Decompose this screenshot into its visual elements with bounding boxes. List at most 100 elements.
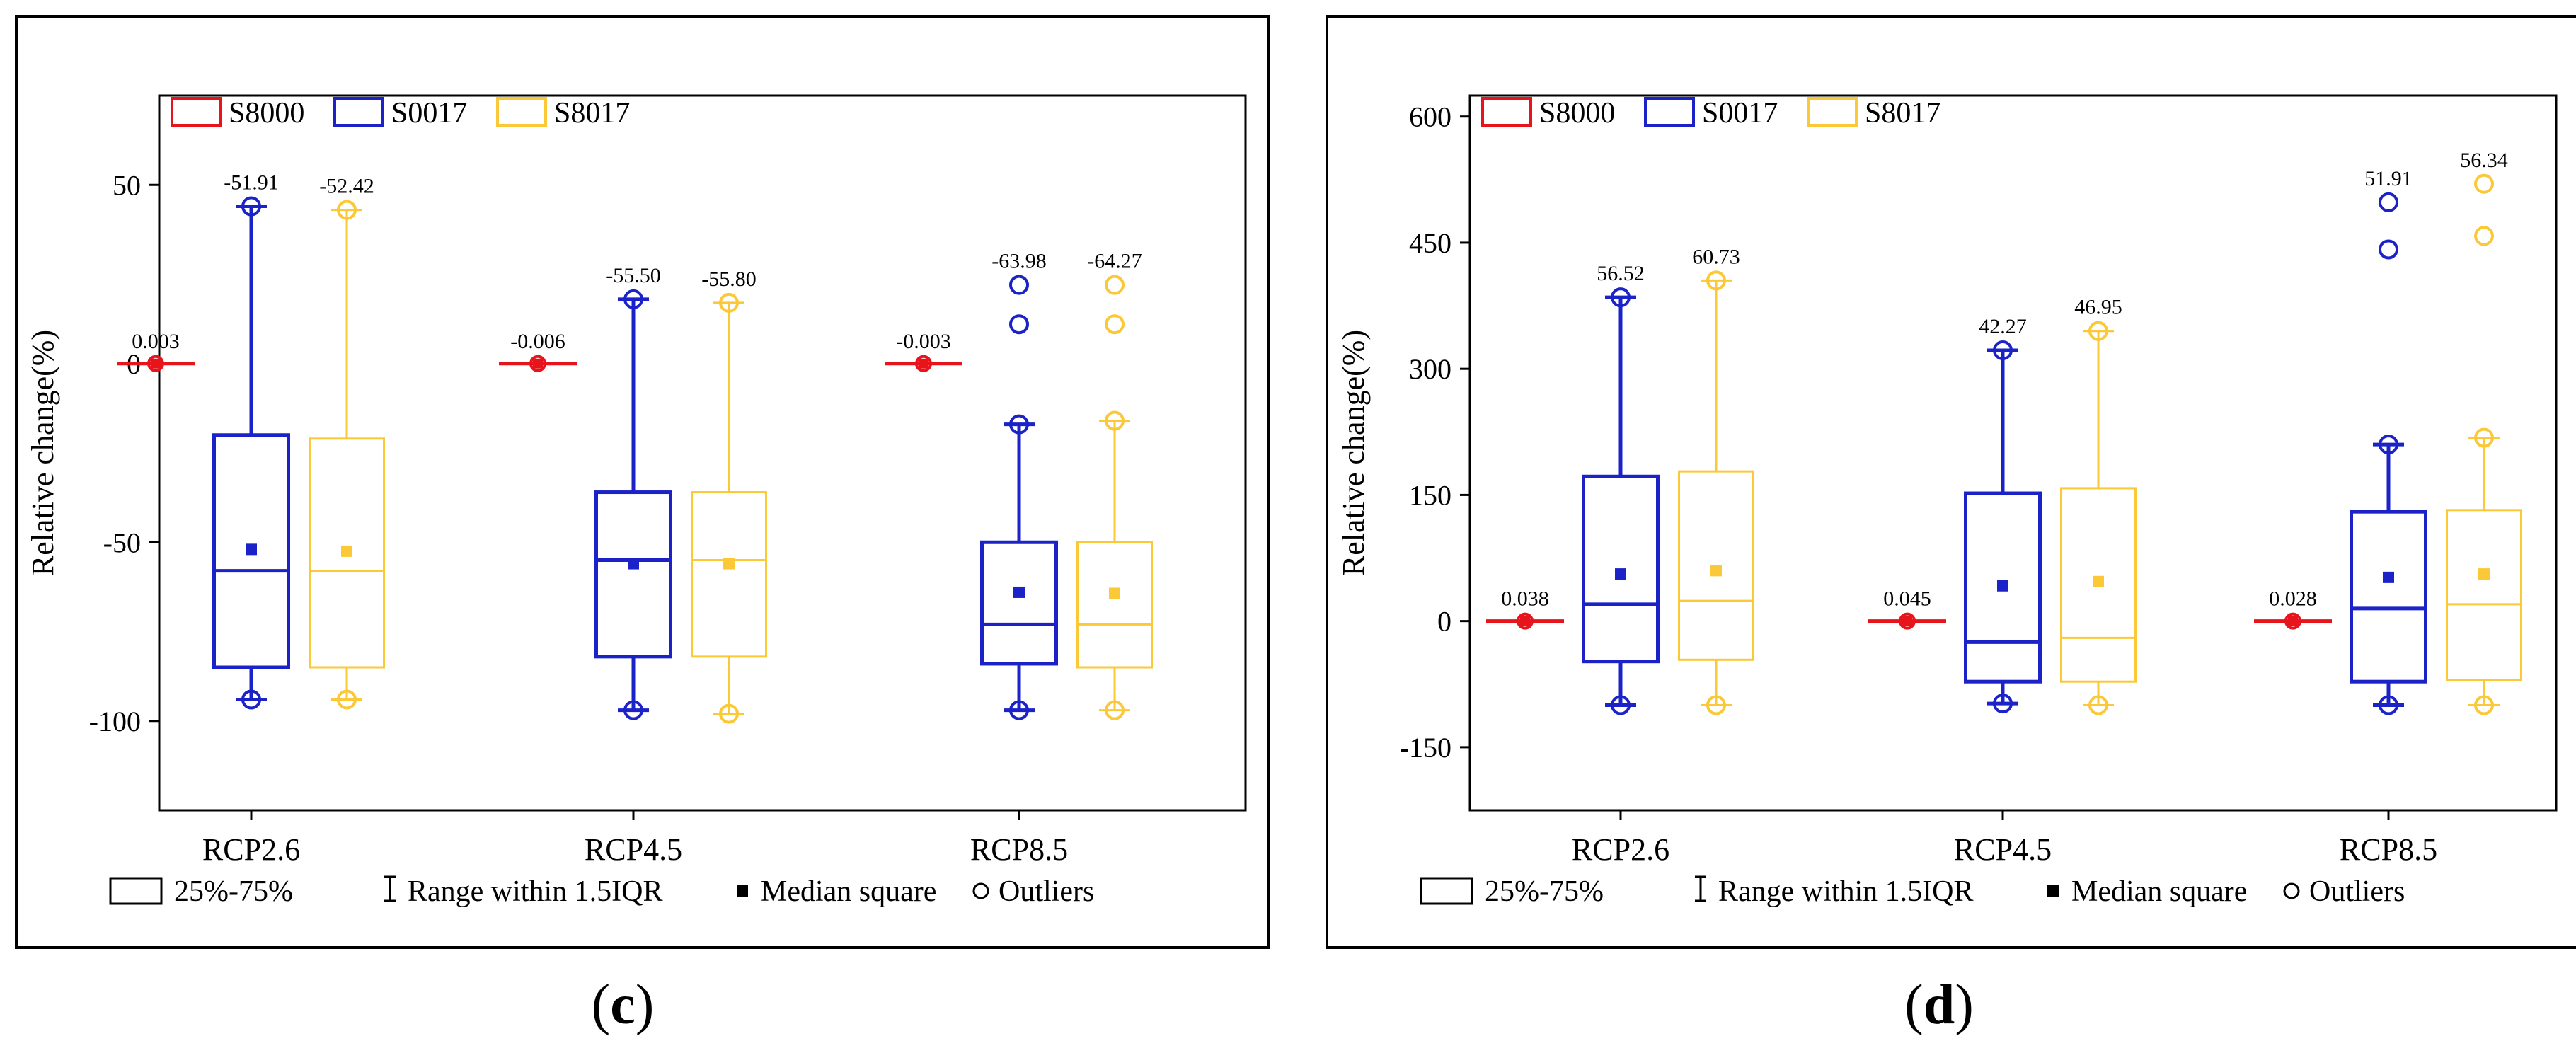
- mean-square-s0017: [628, 558, 639, 570]
- value-label-s8000: 0.003: [132, 330, 180, 353]
- box-iqr-s8017: [1076, 541, 1153, 669]
- mean-square-s8000: [919, 358, 928, 369]
- mean-square-s8017: [341, 545, 352, 557]
- outlier-point-s0017: [1993, 340, 2013, 361]
- value-label-s8000: 0.045: [1883, 587, 1931, 611]
- mean-square-s0017: [2383, 571, 2394, 583]
- mean-square-s8017: [723, 558, 735, 570]
- value-label-s8017: 56.34: [2460, 149, 2508, 172]
- y-tick-label: 0: [1437, 606, 1451, 638]
- outlier-point-s8017: [1105, 700, 1125, 720]
- x-tick-label: RCP4.5: [1954, 832, 2052, 867]
- mean-square-s8017: [1710, 565, 1722, 577]
- box-iqr-s8017: [691, 491, 767, 658]
- outlier-point-s8000: [529, 355, 546, 372]
- outlier-point-s0017: [1009, 314, 1029, 335]
- y-tick-label: 300: [1409, 353, 1451, 385]
- box-iqr-s8017: [2446, 509, 2522, 681]
- outlier-point-s0017: [241, 196, 261, 217]
- legend-box-label: 25%-75%: [174, 875, 293, 908]
- value-label-s0017: -55.50: [606, 264, 661, 287]
- box-iqr-s0017: [1964, 491, 2042, 684]
- x-tick-label: RCP2.6: [1572, 832, 1669, 867]
- x-tick-label: RCP8.5: [970, 832, 1068, 867]
- outlier-point-s8017: [2474, 427, 2494, 448]
- plot-area-c: [158, 94, 1247, 812]
- outlier-point-s0017: [2379, 695, 2398, 715]
- value-label-s8000: 0.028: [2269, 587, 2317, 611]
- x-tick-label: RCP2.6: [202, 832, 300, 867]
- mean-square-s8000: [1902, 616, 1912, 626]
- outlier-point-s8000: [1517, 612, 1534, 630]
- legend-swatch-s8017: [1807, 97, 1858, 127]
- legend-range-label: Range within 1.5IQR: [1718, 875, 1973, 908]
- legend-median-label: Median square: [2071, 875, 2247, 908]
- legend-box-icon: [109, 877, 163, 905]
- x-tick-label: RCP4.5: [585, 832, 682, 867]
- y-tick-label: 600: [1409, 101, 1451, 133]
- outlier-point-s0017: [1993, 694, 2013, 714]
- mean-square-s8000: [1520, 616, 1530, 626]
- x-tick-label: RCP8.5: [2340, 832, 2437, 867]
- legend-swatch-s0017: [333, 97, 384, 127]
- outlier-point-s8017: [2474, 173, 2494, 194]
- panel-label-c: (c): [591, 974, 655, 1036]
- mean-square-s0017: [1615, 568, 1626, 580]
- y-tick-label: 450: [1409, 227, 1451, 259]
- outlier-point-s8000: [1899, 612, 1916, 630]
- outlier-point-s0017: [1009, 700, 1029, 720]
- y-tick-label: -50: [103, 526, 141, 558]
- mean-square-s0017: [246, 543, 257, 556]
- legend-box-label: 25%-75%: [1485, 875, 1604, 908]
- legend-range-label: Range within 1.5IQR: [408, 875, 662, 908]
- y-axis-label: Relative change(%): [25, 330, 60, 576]
- mean-square-s0017: [1997, 580, 2008, 592]
- value-label-s0017: 56.52: [1597, 262, 1645, 285]
- legend-label-s8000: S8000: [1539, 97, 1615, 130]
- y-tick-label: 150: [1409, 479, 1451, 511]
- outlier-point-s0017: [623, 289, 643, 309]
- value-label-s8017: -55.80: [701, 267, 757, 291]
- outlier-point-s8000: [2284, 612, 2301, 630]
- mean-square-s8017: [2093, 575, 2104, 587]
- outlier-point-s0017: [2379, 435, 2398, 455]
- legend-outlier-label: Outliers: [2309, 875, 2405, 908]
- value-label-s0017: 42.27: [1979, 315, 2027, 338]
- value-label-s8017: 46.95: [2074, 296, 2122, 319]
- outlier-point-s0017: [241, 689, 261, 710]
- mean-square-s8000: [151, 358, 161, 369]
- value-label-s8000: 0.038: [1501, 587, 1549, 611]
- legend-outlier-icon: [2283, 882, 2300, 899]
- legend-outlier-label: Outliers: [999, 875, 1094, 908]
- value-label-s0017: -63.98: [991, 250, 1047, 273]
- outlier-point-s0017: [1009, 275, 1029, 295]
- legend-median-label: Median square: [761, 875, 936, 908]
- plot-area-d: [1468, 94, 2558, 812]
- outlier-point-s8017: [2088, 321, 2108, 341]
- outlier-point-s0017: [2379, 239, 2398, 260]
- value-label-s8017: 60.73: [1692, 245, 1740, 268]
- outlier-point-s8017: [2474, 695, 2494, 715]
- box-iqr-s0017: [1582, 474, 1660, 664]
- legend-swatch-s8017: [496, 97, 547, 127]
- outlier-point-s0017: [623, 700, 643, 720]
- box-iqr-s8017: [2060, 487, 2137, 683]
- legend-swatch-s8000: [1481, 97, 1532, 127]
- panel-label-d: (d): [1904, 974, 1974, 1036]
- legend-median-icon: [737, 885, 748, 897]
- legend-label-s0017: S0017: [1702, 97, 1778, 130]
- outlier-point-s0017: [2379, 192, 2398, 212]
- outlier-point-s8017: [719, 703, 739, 724]
- outlier-point-s8000: [147, 355, 164, 372]
- outlier-point-s8017: [337, 689, 357, 710]
- legend-outlier-icon: [972, 882, 989, 899]
- y-tick-label: -100: [89, 706, 141, 737]
- outlier-point-s8017: [1105, 275, 1125, 295]
- legend-label-s8000: S8000: [229, 97, 304, 130]
- legend-label-s8017: S8017: [554, 97, 630, 130]
- legend-label-s8017: S8017: [1865, 97, 1940, 130]
- outlier-point-s8017: [1706, 695, 1726, 715]
- outlier-point-s8017: [1706, 270, 1726, 291]
- mean-square-s0017: [1013, 586, 1025, 598]
